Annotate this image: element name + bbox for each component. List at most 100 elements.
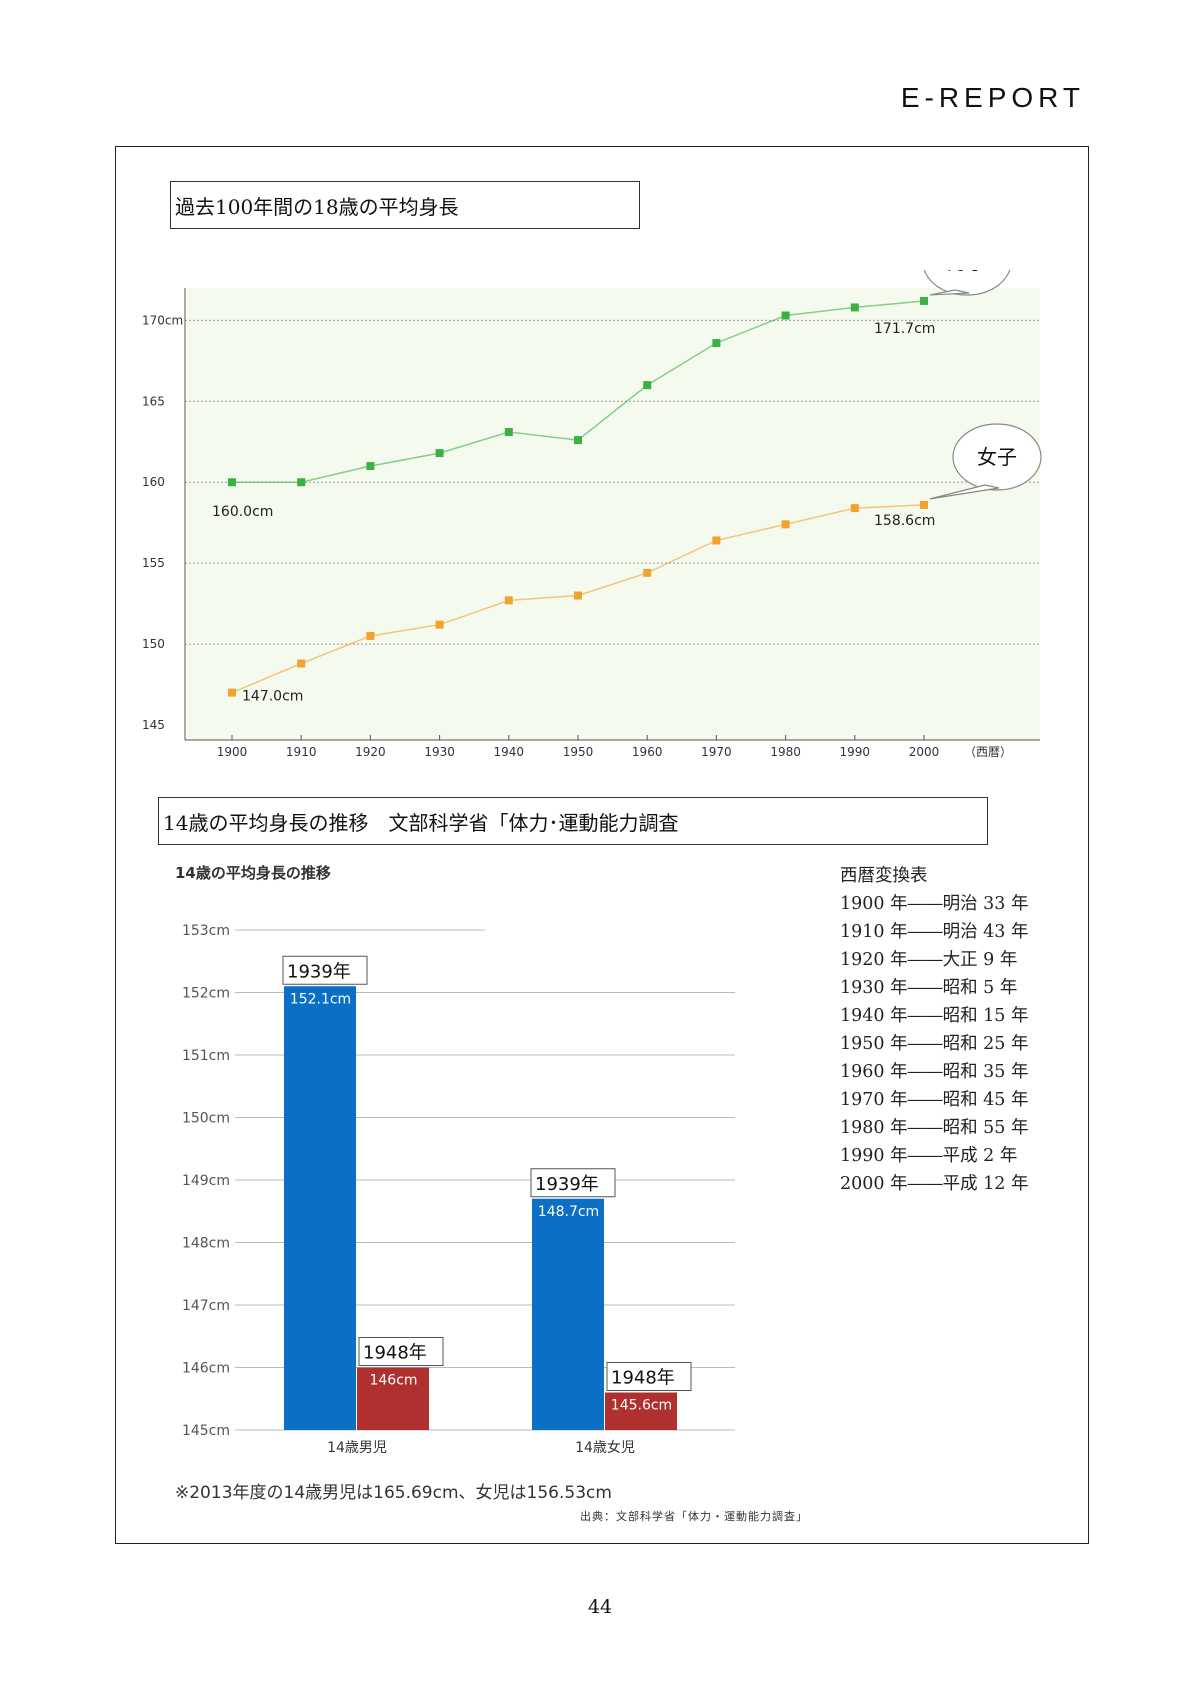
x-tick-label: 1930 — [424, 745, 455, 759]
footnote: ※2013年度の14歳男児は165.69cm、女児は156.53cm — [175, 1483, 612, 1503]
conversion-table-row: 1930 年――昭和 5 年 — [840, 978, 1018, 998]
data-point — [643, 381, 652, 390]
plot-background — [187, 288, 1040, 740]
end-value-label: 158.6cm — [874, 513, 935, 529]
bar-chart-title: 14歳の平均身長の推移 — [175, 864, 331, 882]
bar-value-label: 152.1cm — [290, 991, 351, 1007]
x-tick-label: 1910 — [286, 745, 317, 759]
source-citation: 出典：文部科学省「体力・運動能力調査」 — [580, 1510, 808, 1523]
x-tick-label: 1940 — [494, 745, 525, 759]
y-tick-label: 170cm — [142, 313, 183, 327]
legend-label: 男子 — [947, 270, 987, 274]
data-point — [435, 449, 444, 458]
conversion-table-row: 1920 年――大正 9 年 — [840, 950, 1018, 970]
data-point — [228, 688, 236, 697]
y-tick-label: 150cm — [182, 1111, 230, 1127]
y-tick-label: 145 — [142, 718, 165, 732]
year-tag: 1939年 — [535, 1174, 599, 1195]
data-point — [781, 520, 790, 529]
conversion-table-row: 1960 年――昭和 35 年 — [840, 1062, 1029, 1082]
data-point — [504, 596, 513, 605]
year-tag: 1948年 — [363, 1343, 427, 1364]
line-chart: 145 150 155 160 165 170cm 1900 1910 1920 1930 1940… — [142, 270, 1042, 759]
data-point — [643, 568, 652, 577]
y-tick-label: 155 — [142, 556, 165, 570]
y-tick-label: 146cm — [182, 1361, 230, 1377]
y-tick-label: 151cm — [182, 1048, 230, 1064]
x-category-label: 14歳男児 — [327, 1440, 387, 1456]
data-point — [850, 504, 859, 513]
conversion-table-row: 1940 年――昭和 15 年 — [840, 1006, 1029, 1026]
x-tick-label: 1990 — [840, 745, 871, 759]
x-unit-label: （西暦） — [964, 745, 1012, 759]
bar — [532, 1198, 604, 1430]
x-tick-label: 1980 — [770, 745, 801, 759]
year-tag-box — [606, 1362, 692, 1391]
year-tag-box — [358, 1337, 444, 1366]
x-tick-label: 1960 — [632, 745, 663, 759]
bar — [605, 1392, 677, 1430]
y-tick-label: 165 — [142, 394, 165, 408]
y-tick-label: 160 — [142, 475, 165, 489]
legend-bubble-tail — [929, 289, 970, 296]
data-point — [712, 339, 721, 348]
legend-label: 女子 — [977, 445, 1017, 469]
data-point — [712, 536, 721, 545]
y-tick-label: 145cm — [182, 1423, 230, 1439]
x-tick-label: 1900 — [217, 745, 248, 759]
data-point — [781, 311, 790, 320]
conversion-table-row: 1950 年――昭和 25 年 — [840, 1034, 1029, 1054]
data-point — [297, 659, 306, 668]
conversion-table: 西暦変換表 1900 年――明治 33 年 1910 年――明治 43 年 1920… — [840, 862, 1029, 1198]
x-tick-label: 1950 — [563, 745, 594, 759]
legend-bubble-tail — [929, 484, 1000, 500]
legend-bubble — [952, 423, 1042, 491]
page-number: 44 — [587, 1596, 613, 1618]
data-point — [504, 428, 513, 437]
y-tick-label: 149cm — [182, 1173, 230, 1189]
year-tag-box — [282, 955, 368, 985]
conversion-table-row: 1990 年――平成 2 年 — [840, 1146, 1018, 1166]
bar-value-label: 145.6cm — [611, 1398, 672, 1414]
bar — [284, 986, 356, 1430]
y-tick-label: 152cm — [182, 986, 230, 1002]
conversion-table-row: 1970 年――昭和 45 年 — [840, 1090, 1029, 1110]
data-point — [366, 631, 375, 640]
y-tick-label: 148cm — [182, 1236, 230, 1252]
chart1-title: 過去100年間の18歳の平均身長 — [170, 181, 640, 229]
y-tick-label: 147cm — [182, 1298, 230, 1314]
y-tick-label: 150 — [142, 637, 165, 651]
conversion-table-title: 西暦変換表 — [840, 866, 928, 886]
data-point — [920, 500, 928, 509]
conversion-table-rows: 1900 年――明治 33 年 1910 年――明治 43 年 1920 年――大正… — [840, 890, 1029, 1198]
bar-chart: 14歳の平均身長の推移 145cm 146cm 147cm 148cm 149cm 150c… — [175, 864, 735, 1456]
chart2-heading: 14歳の平均身長の推移 文部科学省「体力･運動能力調査 — [158, 797, 988, 845]
conversion-table-row: 2000 年――平成 12 年 — [840, 1174, 1029, 1194]
data-point — [850, 303, 859, 312]
bar-value-label: 146cm — [369, 1373, 417, 1389]
start-value-label: 160.0cm — [212, 504, 273, 520]
content-frame — [115, 146, 1089, 1544]
conversion-table-row: 1900 年――明治 33 年 — [840, 894, 1029, 914]
data-point — [228, 478, 236, 487]
y-tick-label: 153cm — [182, 923, 230, 939]
data-point — [435, 620, 444, 629]
report-brand: E-REPORT — [900, 82, 1085, 113]
x-tick-label: 2000 — [909, 745, 940, 759]
x-tick-label: 1970 — [701, 745, 732, 759]
end-value-label: 171.7cm — [874, 321, 935, 337]
data-point — [297, 478, 306, 487]
data-point — [574, 436, 582, 445]
data-point — [366, 462, 375, 471]
data-point — [920, 296, 928, 305]
year-tag-box — [530, 1168, 616, 1198]
conversion-table-row: 1910 年――明治 43 年 — [840, 922, 1029, 942]
legend-bubble — [923, 270, 1011, 296]
x-tick-label: 1920 — [355, 745, 386, 759]
year-tag: 1948年 — [611, 1368, 675, 1389]
data-point — [574, 591, 582, 600]
year-tag: 1939年 — [287, 961, 351, 982]
start-value-label: 147.0cm — [242, 689, 303, 705]
bar-value-label: 148.7cm — [538, 1204, 599, 1220]
conversion-table-row: 1980 年――昭和 55 年 — [840, 1118, 1029, 1138]
